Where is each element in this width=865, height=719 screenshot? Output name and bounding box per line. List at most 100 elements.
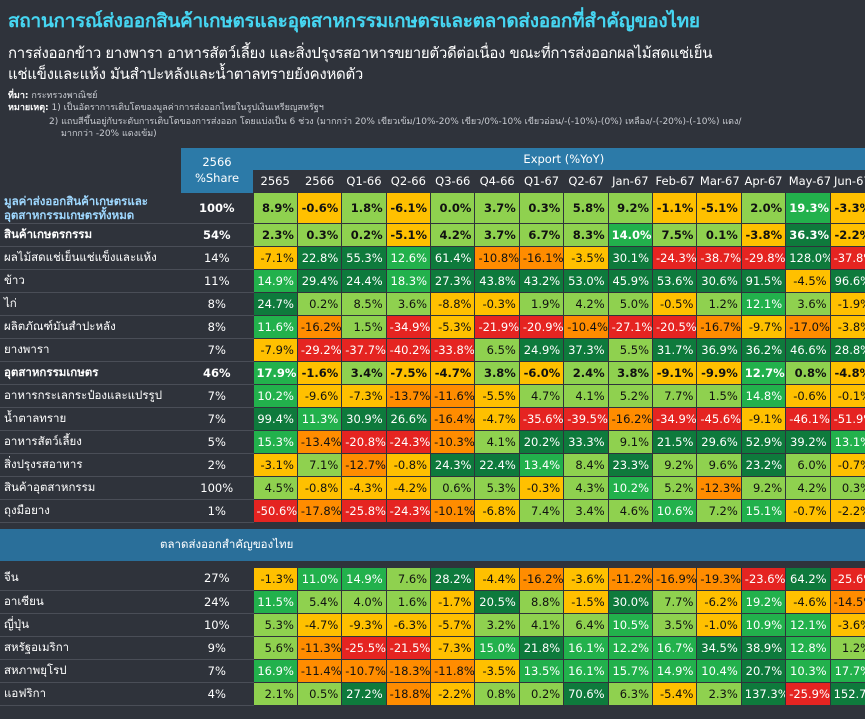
growth-cell: -9.1% bbox=[652, 360, 698, 385]
row-share: 9% bbox=[181, 636, 253, 660]
growth-cell: -4.2% bbox=[385, 475, 432, 500]
growth-cell: 3.6% bbox=[785, 291, 831, 316]
growth-cell: 10.9% bbox=[740, 612, 787, 637]
growth-cell: 0.8% bbox=[474, 681, 520, 706]
product-row: ยางพารา 7% -7.9% -29.2% -37.7% -40.2% -33.8% 6.… bbox=[0, 337, 865, 362]
growth-cell: 70.6% bbox=[563, 681, 609, 706]
growth-cell: 14.9% bbox=[252, 268, 298, 293]
growth-cell: 22.4% bbox=[474, 452, 520, 477]
growth-cell: 27.2% bbox=[341, 681, 387, 706]
period-header: Q4-66 bbox=[474, 170, 520, 193]
growth-cell: 0.1% bbox=[696, 222, 742, 247]
growth-cell: 137.3% bbox=[740, 681, 787, 706]
growth-cell: -1.0% bbox=[696, 612, 742, 637]
growth-cell: 7.7% bbox=[652, 383, 698, 408]
growth-cell: 13.5% bbox=[518, 658, 565, 683]
product-row: อุตสาหกรรมเกษตร 46% 17.9% -1.6% 3.4% -7.5% -4.… bbox=[0, 360, 865, 385]
period-header: Feb-67 bbox=[652, 170, 697, 193]
growth-cell: -14.5% bbox=[829, 589, 865, 614]
row-share: 1% bbox=[181, 499, 253, 523]
product-row: สินค้าอุตสาหกรรม 100% 4.5% -0.8% -4.3% -4.2% 0… bbox=[0, 475, 865, 500]
period-header: Q2-66 bbox=[386, 170, 431, 193]
growth-cell: 34.5% bbox=[696, 635, 742, 660]
product-row: อาหารสัตว์เลี้ยง 5% 15.3% -13.4% -20.8% -24.3… bbox=[0, 429, 865, 454]
source-text: กระทรวงพาณิชย์ bbox=[31, 91, 98, 101]
market-row: อาเซียน 24% 11.5% 5.4% 4.0% 1.6% -1.7% 20.5% 8.8… bbox=[0, 589, 865, 614]
row-share: 54% bbox=[181, 223, 253, 247]
growth-cell: 21.8% bbox=[518, 635, 565, 660]
growth-cell: 7.4% bbox=[518, 498, 565, 523]
note-1-text: 1) เป็นอัตราการเติบโตของมูลค่าการส่งออกไ… bbox=[51, 103, 324, 113]
row-label: ยางพารา bbox=[0, 338, 181, 362]
growth-cell: -46.1% bbox=[785, 406, 831, 431]
growth-cell: 11.5% bbox=[252, 589, 298, 614]
market-row: ญี่ปุ่น 10% 5.3% -4.7% -9.3% -6.3% -5.7% 3.2% 4.… bbox=[0, 612, 865, 637]
growth-cell: -17.0% bbox=[785, 314, 831, 339]
period-header: 2565 bbox=[253, 170, 298, 193]
growth-cell: 28.2% bbox=[430, 566, 476, 591]
growth-cell: 96.6% bbox=[829, 268, 865, 293]
growth-cell: -6.2% bbox=[696, 589, 742, 614]
growth-cell: 99.4% bbox=[252, 406, 298, 431]
growth-cell: -45.6% bbox=[696, 406, 742, 431]
growth-cell: -18.8% bbox=[385, 681, 432, 706]
product-row: ไก่ 8% 24.7% 0.2% 8.5% 3.6% -8.8% -0.3% 1.9% 4.2%… bbox=[0, 291, 865, 316]
growth-cell: 0.2% bbox=[518, 681, 565, 706]
subtitle-line1: การส่งออกข้าว ยางพารา อาหารสัตว์เลี้ยง แ… bbox=[8, 44, 713, 62]
growth-cell: -5.1% bbox=[385, 222, 432, 247]
growth-cell: -3.1% bbox=[252, 452, 298, 477]
growth-cell: 11.3% bbox=[296, 406, 343, 431]
row-label: ข้าว bbox=[0, 269, 181, 293]
growth-cell: 8.8% bbox=[518, 589, 565, 614]
growth-cell: 0.2% bbox=[341, 222, 387, 247]
growth-cell: -6.3% bbox=[385, 612, 432, 637]
growth-cell: 29.6% bbox=[696, 429, 742, 454]
page-title: สถานการณ์ส่งออกสินค้าเกษตรและอุตสาหกรรมเ… bbox=[8, 10, 700, 32]
growth-cell: -16.1% bbox=[518, 245, 565, 270]
note-label: หมายเหตุ: bbox=[8, 103, 49, 113]
growth-cell: -6.1% bbox=[385, 192, 432, 224]
growth-cell: 15.0% bbox=[474, 635, 520, 660]
growth-cell: 15.1% bbox=[740, 498, 787, 523]
growth-cell: -3.3% bbox=[829, 192, 865, 224]
growth-cell: -27.1% bbox=[607, 314, 654, 339]
growth-cell: -1.5% bbox=[563, 589, 609, 614]
growth-cell: -37.8% bbox=[829, 245, 865, 270]
period-header: Q3-66 bbox=[430, 170, 475, 193]
share-header-label: %Share bbox=[194, 171, 240, 186]
growth-cell: -0.3% bbox=[474, 291, 520, 316]
growth-cell: 36.2% bbox=[740, 337, 787, 362]
growth-cell: -9.6% bbox=[296, 383, 343, 408]
growth-cell: 11.0% bbox=[296, 566, 343, 591]
growth-cell: 16.1% bbox=[563, 658, 609, 683]
growth-cell: 6.4% bbox=[563, 612, 609, 637]
growth-cell: 4.6% bbox=[607, 498, 654, 523]
growth-cell: 2.4% bbox=[563, 360, 609, 385]
growth-cell: -11.2% bbox=[607, 566, 654, 591]
growth-cell: -40.2% bbox=[385, 337, 432, 362]
row-label: สิ่งปรุงรสอาหาร bbox=[0, 453, 181, 477]
growth-cell: 8.4% bbox=[563, 452, 609, 477]
growth-cell: -12.7% bbox=[341, 452, 387, 477]
growth-cell: 91.5% bbox=[740, 268, 787, 293]
growth-cell: 26.6% bbox=[385, 406, 432, 431]
growth-cell: -25.9% bbox=[785, 681, 831, 706]
row-label: สินค้าอุตสาหกรรม bbox=[0, 476, 181, 500]
market-row: จีน 27% -1.3% 11.0% 14.9% 7.6% 28.2% -4.4% -16.2… bbox=[0, 566, 865, 591]
growth-cell: 2.1% bbox=[252, 681, 298, 706]
growth-cell: 36.3% bbox=[785, 222, 831, 247]
section-markets-title: ตลาดส่งออกสำคัญของไทย bbox=[0, 528, 865, 561]
growth-cell: 4.1% bbox=[518, 612, 565, 637]
growth-cell: -23.6% bbox=[740, 566, 787, 591]
growth-cell: 8.3% bbox=[563, 222, 609, 247]
growth-cell: 6.3% bbox=[607, 681, 654, 706]
period-header: Q1-67 bbox=[519, 170, 564, 193]
growth-cell: -6.8% bbox=[474, 498, 520, 523]
growth-cell: 7.7% bbox=[652, 589, 698, 614]
growth-cell: 4.1% bbox=[474, 429, 520, 454]
growth-cell: -11.8% bbox=[430, 658, 476, 683]
market-row: สหรัฐอเมริกา 9% 5.6% -11.3% -25.5% -21.5% -7.3… bbox=[0, 635, 865, 660]
growth-cell: -4.7% bbox=[474, 406, 520, 431]
growth-cell: 10.4% bbox=[696, 658, 742, 683]
growth-cell: -20.8% bbox=[341, 429, 387, 454]
